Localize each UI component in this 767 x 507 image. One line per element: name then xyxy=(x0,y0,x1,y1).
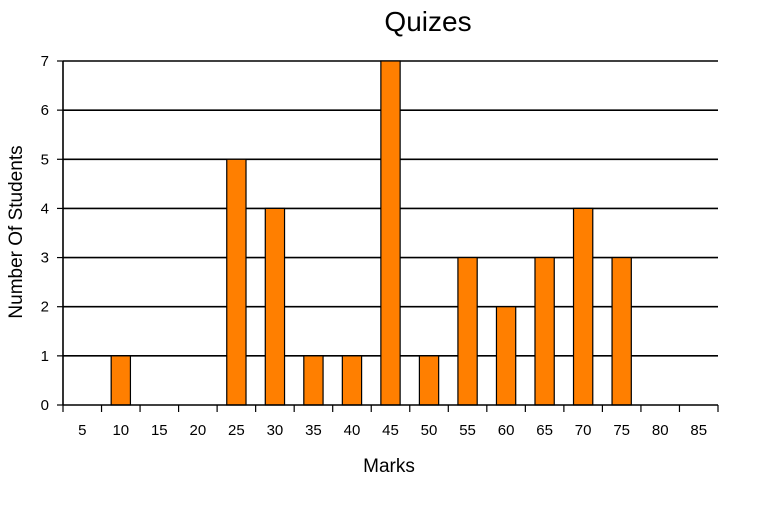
y-tick-labels: 0 1 2 3 4 5 6 7 xyxy=(41,53,49,414)
x-tick-label: 65 xyxy=(536,422,553,439)
bar-30 xyxy=(264,207,286,406)
y-tick-label: 0 xyxy=(41,397,49,414)
bar-40 xyxy=(341,355,363,406)
y-tick-label: 5 xyxy=(41,151,49,168)
bar-10 xyxy=(110,355,132,406)
bar-35 xyxy=(303,355,324,406)
bars xyxy=(110,60,632,406)
y-tick-label: 4 xyxy=(41,200,49,217)
x-tick-label: 30 xyxy=(267,422,284,439)
x-axis-label: Marks xyxy=(363,456,415,477)
x-tick-label: 85 xyxy=(690,422,707,439)
bar-60 xyxy=(495,306,517,406)
x-tick-label: 55 xyxy=(459,422,476,439)
y-axis-label: Number Of Students xyxy=(6,145,27,318)
bar-75 xyxy=(611,256,632,406)
x-tick-label: 40 xyxy=(344,422,361,439)
bar-70 xyxy=(572,207,594,406)
x-tick-label: 35 xyxy=(305,422,322,439)
bar-65 xyxy=(534,256,555,406)
x-tick-label: 80 xyxy=(652,422,669,439)
bar-50 xyxy=(418,355,440,406)
x-tick-label: 60 xyxy=(498,422,515,439)
x-tick-label: 25 xyxy=(228,422,245,439)
y-tick-label: 1 xyxy=(41,348,49,365)
bar-55 xyxy=(457,256,478,406)
x-tick-label: 70 xyxy=(575,422,592,439)
axes xyxy=(57,60,719,412)
y-tick-label: 6 xyxy=(41,102,49,119)
y-tick-label: 3 xyxy=(41,250,49,267)
bar-25 xyxy=(226,158,247,406)
chart-title: Quizes xyxy=(384,6,471,37)
x-tick-label: 15 xyxy=(151,422,168,439)
x-tick-label: 75 xyxy=(613,422,630,439)
x-tick-label: 5 xyxy=(78,422,86,439)
bar-45 xyxy=(380,60,401,406)
x-tick-label: 45 xyxy=(382,422,399,439)
y-tick-label: 2 xyxy=(41,299,49,316)
x-tick-label: 20 xyxy=(190,422,207,439)
y-tick-label: 7 xyxy=(41,53,49,70)
x-tick-label: 50 xyxy=(421,422,438,439)
x-tick-label: 10 xyxy=(112,422,129,439)
x-tick-labels: 5 10 15 20 25 30 35 40 45 50 55 60 65 70 75 80 85 xyxy=(78,422,707,439)
